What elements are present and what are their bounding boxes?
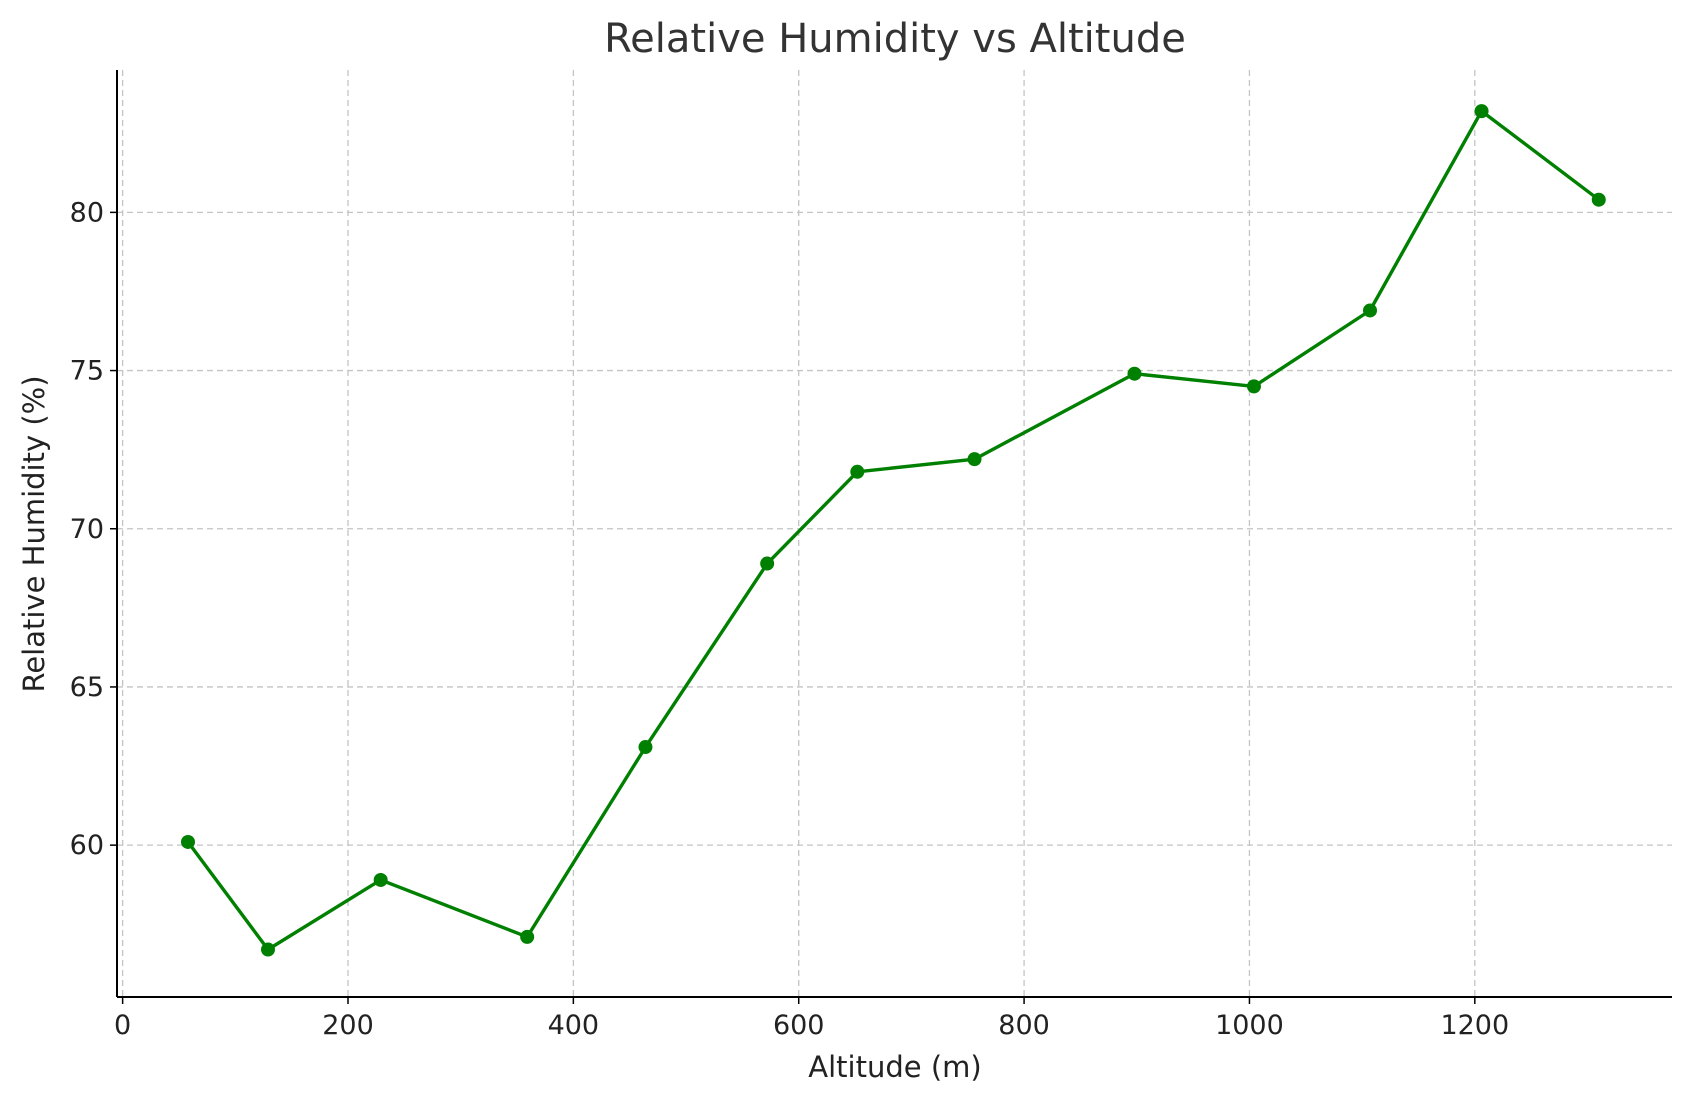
data-point-0-7 — [967, 452, 982, 467]
x-tick-label-0: 0 — [114, 1010, 131, 1041]
data-point-0-4 — [638, 740, 653, 755]
data-point-0-5 — [760, 556, 775, 571]
chart-title: Relative Humidity vs Altitude — [604, 16, 1186, 62]
y-tick-label-1: 65 — [70, 672, 104, 703]
y-tick-label-4: 80 — [70, 197, 104, 228]
series — [180, 104, 1606, 957]
data-point-0-12 — [1591, 192, 1606, 207]
y-axis-label: Relative Humidity (%) — [17, 375, 51, 692]
x-tick-label-3: 600 — [773, 1010, 825, 1041]
data-point-0-10 — [1363, 303, 1378, 318]
data-point-0-3 — [520, 929, 535, 944]
data-point-0-1 — [260, 942, 275, 957]
data-point-0-8 — [1127, 366, 1142, 381]
data-point-0-11 — [1474, 104, 1489, 119]
y-tick-label-3: 75 — [70, 356, 104, 387]
y-tick-label-2: 70 — [70, 514, 104, 545]
y-tick-label-0: 60 — [70, 830, 104, 861]
x-axis-label: Altitude (m) — [808, 1050, 981, 1084]
data-point-0-9 — [1246, 379, 1261, 394]
data-point-0-0 — [180, 834, 195, 849]
x-tick-label-5: 1000 — [1215, 1010, 1284, 1041]
ticks: 0 200 400 600 800 1000 1200 60 65 70 75 80 — [70, 197, 1510, 1041]
x-tick-label-1: 200 — [322, 1010, 374, 1041]
x-tick-label-6: 1200 — [1440, 1010, 1509, 1041]
data-point-0-2 — [373, 872, 388, 887]
x-tick-label-4: 800 — [998, 1010, 1050, 1041]
x-tick-label-2: 400 — [548, 1010, 600, 1041]
grid-lines — [117, 70, 1672, 997]
data-point-0-6 — [850, 464, 865, 479]
axes — [116, 70, 1672, 998]
